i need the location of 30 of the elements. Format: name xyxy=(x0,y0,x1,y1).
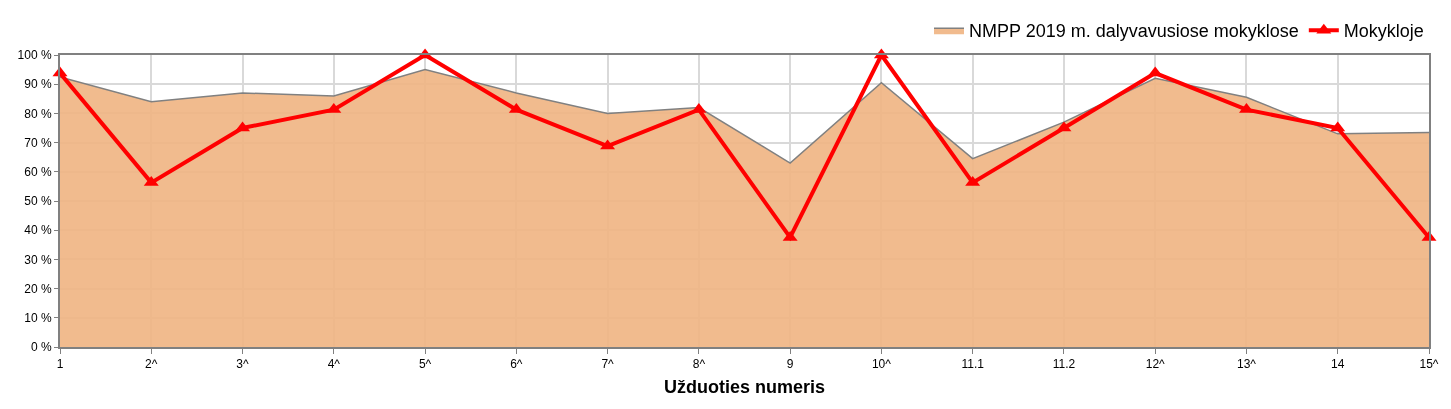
y-tick-label: 30 % xyxy=(24,252,52,267)
x-tick-label: 4^ xyxy=(327,357,341,372)
legend-label: NMPP 2019 m. dalyvavusiose mokyklose xyxy=(969,21,1299,42)
legend-label: Mokykloje xyxy=(1343,21,1424,42)
y-tick-label: 50 % xyxy=(24,194,52,209)
y-tick-label: 90 % xyxy=(24,77,52,92)
x-tick-label: 1 xyxy=(56,357,64,372)
x-tick-label: 3^ xyxy=(236,357,250,372)
y-tick-label: 0 % xyxy=(30,340,52,355)
x-tick-label: 13^ xyxy=(1236,357,1257,372)
x-tick-label: 11.1 xyxy=(961,357,985,372)
y-tick-label: 60 % xyxy=(24,165,52,179)
x-tick-label: 2^ xyxy=(145,357,158,372)
y-tick-label: 40 % xyxy=(24,223,52,238)
x-tick-label: 7^ xyxy=(601,357,615,372)
x-axis-title: Užduoties numeris xyxy=(663,377,826,397)
y-tick-label: 80 % xyxy=(24,106,52,121)
y-tick-label: 70 % xyxy=(24,135,52,150)
x-tick-label: 10^ xyxy=(871,357,892,372)
x-tick-label: 8^ xyxy=(692,357,706,372)
x-tick-label: 12^ xyxy=(1145,357,1166,372)
y-tick-label: 20 % xyxy=(24,281,52,296)
x-tick-label: 15^ xyxy=(1419,357,1439,372)
x-tick-label: 11.2 xyxy=(1052,357,1076,372)
x-tick-label: 14 xyxy=(1331,357,1345,372)
y-tick-label: 10 % xyxy=(24,311,52,325)
x-tick-label: 9 xyxy=(786,357,794,372)
x-tick-label: 5^ xyxy=(418,357,432,372)
y-tick-label: 100 % xyxy=(17,48,52,63)
x-tick-label: 6^ xyxy=(510,357,523,372)
